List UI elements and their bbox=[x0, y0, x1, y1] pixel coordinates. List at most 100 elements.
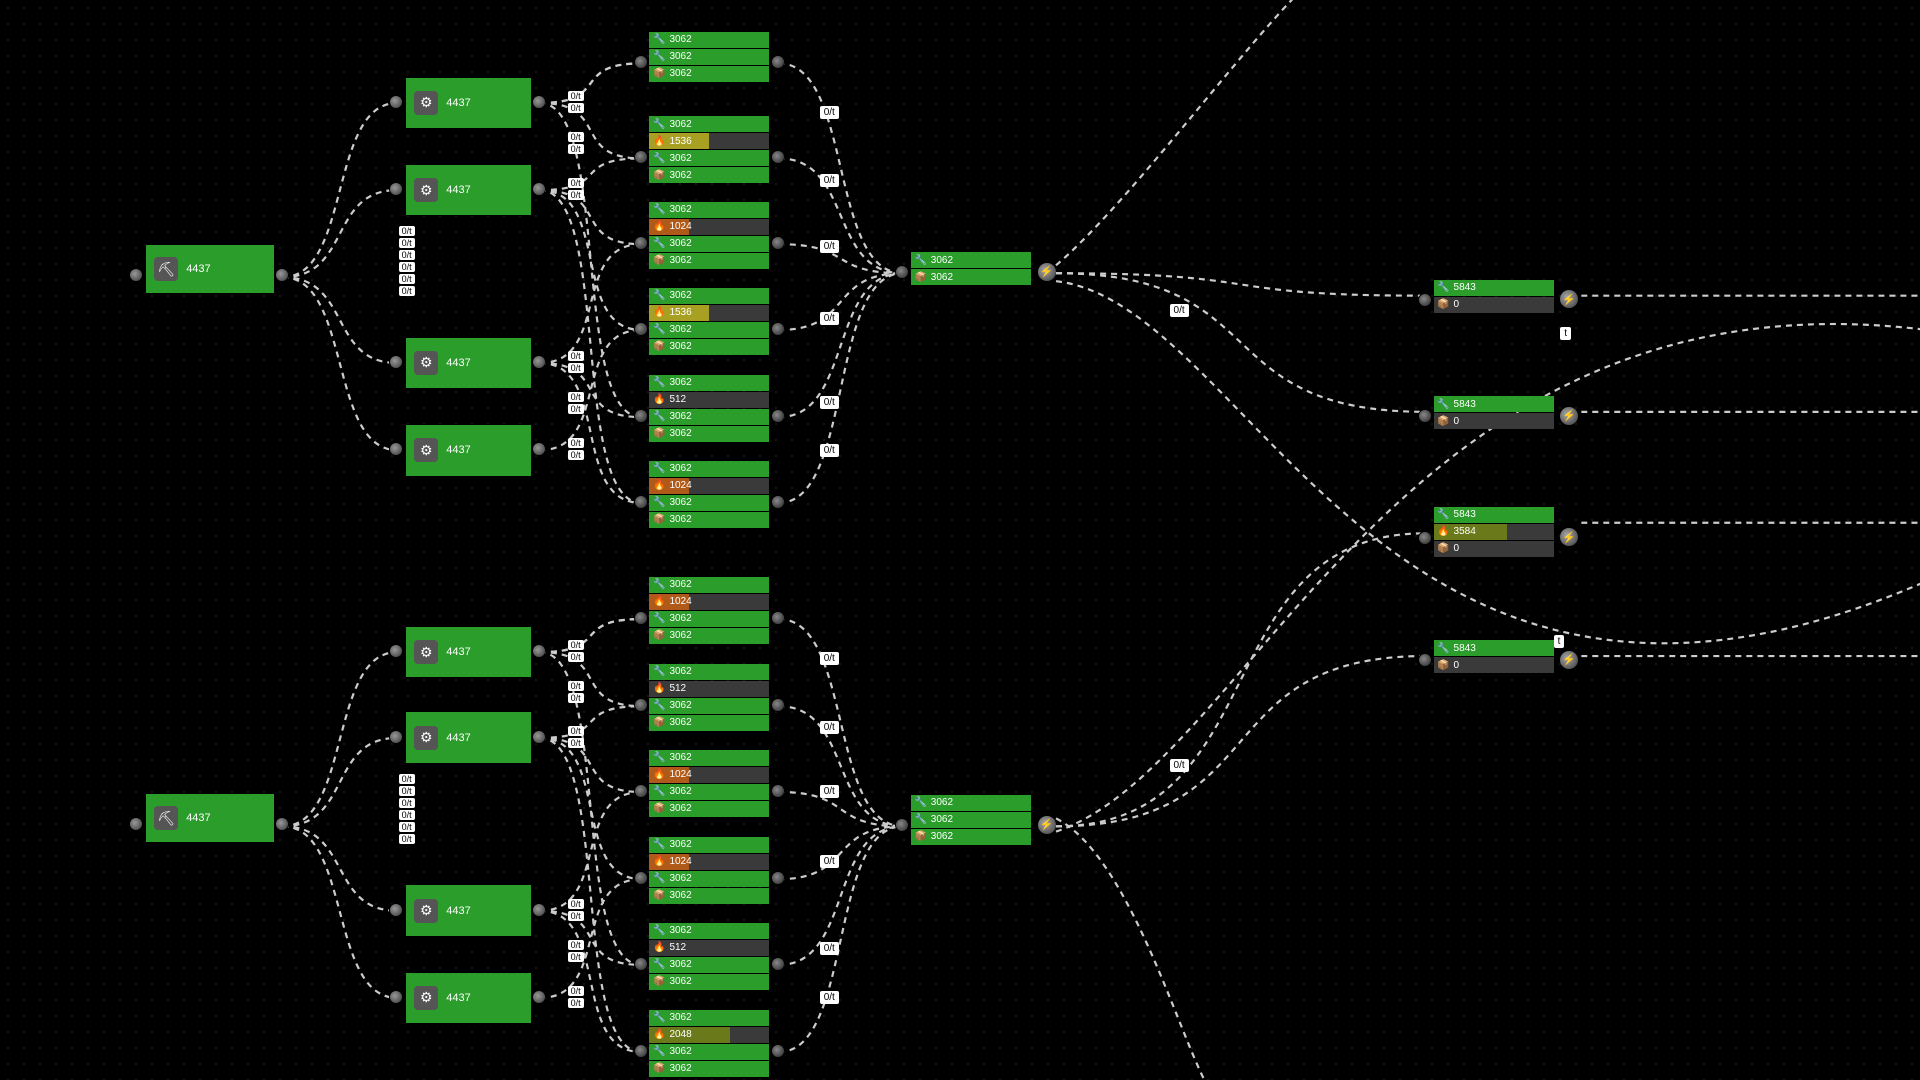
machine-node[interactable]: ⚙4437 bbox=[405, 972, 532, 1025]
output-port[interactable] bbox=[771, 957, 785, 971]
processor-node[interactable]: 🔧3062🔥512🔧3062📦3062 bbox=[649, 375, 770, 442]
input-port[interactable] bbox=[1418, 409, 1432, 423]
machine-node[interactable]: ⚙4437 bbox=[405, 337, 532, 390]
input-port[interactable] bbox=[634, 871, 648, 885]
input-port[interactable] bbox=[1418, 293, 1432, 307]
output-port[interactable] bbox=[275, 817, 289, 831]
resource-value: 3062 bbox=[669, 976, 691, 987]
output-node[interactable]: 🔧5843🔥3584📦0 bbox=[1434, 507, 1561, 557]
output-port[interactable] bbox=[771, 495, 785, 509]
input-port[interactable] bbox=[129, 268, 143, 282]
output-port[interactable] bbox=[771, 871, 785, 885]
output-node[interactable]: 🔧5843📦0 bbox=[1434, 640, 1561, 673]
output-port[interactable] bbox=[771, 55, 785, 69]
resource-value: 3062 bbox=[931, 272, 953, 283]
resource-icon: 📦 bbox=[652, 340, 666, 354]
processor-node[interactable]: 🔧3062🔥2048🔧3062📦3062 bbox=[649, 1010, 770, 1077]
processor-node[interactable]: 🔧3062🔧3062📦3062 bbox=[649, 32, 770, 82]
output-port[interactable] bbox=[532, 182, 546, 196]
input-port[interactable] bbox=[389, 355, 403, 369]
input-port[interactable] bbox=[389, 442, 403, 456]
collector-node[interactable]: 🔧3062📦3062 bbox=[911, 252, 1038, 285]
input-port[interactable] bbox=[895, 265, 909, 279]
output-port-icon[interactable]: ⚡ bbox=[1038, 263, 1056, 281]
output-port[interactable] bbox=[532, 355, 546, 369]
input-port[interactable] bbox=[1418, 531, 1432, 545]
input-port[interactable] bbox=[389, 730, 403, 744]
resource-bar: 🔧3062 bbox=[649, 202, 769, 218]
input-port[interactable] bbox=[634, 150, 648, 164]
output-port[interactable] bbox=[771, 784, 785, 798]
rate-label: 0/t bbox=[399, 798, 415, 808]
input-port[interactable] bbox=[634, 322, 648, 336]
resource-value: 5843 bbox=[1454, 643, 1476, 654]
processor-node[interactable]: 🔧3062🔥1536🔧3062📦3062 bbox=[649, 288, 770, 355]
machine-node[interactable]: ⚙4437 bbox=[405, 711, 532, 764]
input-port[interactable] bbox=[389, 95, 403, 109]
output-port[interactable] bbox=[771, 1044, 785, 1058]
input-port[interactable] bbox=[389, 644, 403, 658]
input-port[interactable] bbox=[634, 236, 648, 250]
resource-value: 3062 bbox=[669, 839, 691, 850]
input-port[interactable] bbox=[634, 55, 648, 69]
input-port[interactable] bbox=[389, 903, 403, 917]
collector-node[interactable]: 🔧3062🔧3062📦3062 bbox=[911, 795, 1038, 845]
input-port[interactable] bbox=[634, 1044, 648, 1058]
input-port[interactable] bbox=[389, 990, 403, 1004]
machine-node[interactable]: ⚙4437 bbox=[405, 77, 532, 130]
processor-node[interactable]: 🔧3062🔥1536🔧3062📦3062 bbox=[649, 116, 770, 183]
output-port[interactable] bbox=[771, 698, 785, 712]
output-port[interactable] bbox=[771, 409, 785, 423]
input-port[interactable] bbox=[634, 611, 648, 625]
input-port[interactable] bbox=[634, 409, 648, 423]
source-node[interactable]: ⛏4437 bbox=[145, 244, 275, 294]
output-port[interactable] bbox=[532, 903, 546, 917]
output-port[interactable] bbox=[532, 730, 546, 744]
output-port-icon[interactable]: ⚡ bbox=[1560, 528, 1578, 546]
processor-node[interactable]: 🔧3062🔥1024🔧3062📦3062 bbox=[649, 750, 770, 817]
output-port[interactable] bbox=[532, 644, 546, 658]
input-port[interactable] bbox=[634, 495, 648, 509]
output-port[interactable] bbox=[771, 236, 785, 250]
output-port-icon[interactable]: ⚡ bbox=[1560, 651, 1578, 669]
input-port[interactable] bbox=[634, 698, 648, 712]
rate-label: t bbox=[1554, 635, 1565, 648]
output-port[interactable] bbox=[532, 442, 546, 456]
input-port[interactable] bbox=[895, 818, 909, 832]
output-port[interactable] bbox=[532, 990, 546, 1004]
output-port-icon[interactable]: ⚡ bbox=[1038, 816, 1056, 834]
machine-node[interactable]: ⚙4437 bbox=[405, 884, 532, 937]
resource-bar: 🔧3062 bbox=[649, 1010, 769, 1026]
rate-label-stack: 0/t0/t bbox=[568, 899, 584, 921]
output-port[interactable] bbox=[532, 95, 546, 109]
processor-node[interactable]: 🔧3062🔥512🔧3062📦3062 bbox=[649, 664, 770, 731]
input-port[interactable] bbox=[634, 784, 648, 798]
processor-node[interactable]: 🔧3062🔥1024🔧3062📦3062 bbox=[649, 202, 770, 269]
output-port[interactable] bbox=[771, 322, 785, 336]
source-node[interactable]: ⛏4437 bbox=[145, 793, 275, 843]
input-port[interactable] bbox=[1418, 653, 1432, 667]
output-port-icon[interactable]: ⚡ bbox=[1560, 407, 1578, 425]
output-port[interactable] bbox=[275, 268, 289, 282]
output-port[interactable] bbox=[771, 150, 785, 164]
machine-node[interactable]: ⚙4437 bbox=[405, 424, 532, 477]
output-node[interactable]: 🔧5843📦0 bbox=[1434, 280, 1561, 313]
processor-node[interactable]: 🔧3062🔥1024🔧3062📦3062 bbox=[649, 837, 770, 904]
input-port[interactable] bbox=[389, 182, 403, 196]
processor-node[interactable]: 🔧3062🔥512🔧3062📦3062 bbox=[649, 923, 770, 990]
input-port[interactable] bbox=[129, 817, 143, 831]
resource-bar: 🔧3062 bbox=[649, 322, 769, 338]
output-node[interactable]: 🔧5843📦0 bbox=[1434, 396, 1561, 429]
node-value: 4437 bbox=[186, 812, 210, 824]
resource-icon: 📦 bbox=[652, 168, 666, 182]
resource-value: 512 bbox=[669, 683, 686, 694]
processor-node[interactable]: 🔧3062🔥1024🔧3062📦3062 bbox=[649, 577, 770, 644]
processor-node[interactable]: 🔧3062🔥1024🔧3062📦3062 bbox=[649, 461, 770, 528]
input-port[interactable] bbox=[634, 957, 648, 971]
resource-value: 3062 bbox=[669, 290, 691, 301]
machine-node[interactable]: ⚙4437 bbox=[405, 164, 532, 217]
output-port[interactable] bbox=[771, 611, 785, 625]
output-port-icon[interactable]: ⚡ bbox=[1560, 290, 1578, 308]
machine-node[interactable]: ⚙4437 bbox=[405, 626, 532, 679]
resource-value: 3062 bbox=[669, 959, 691, 970]
